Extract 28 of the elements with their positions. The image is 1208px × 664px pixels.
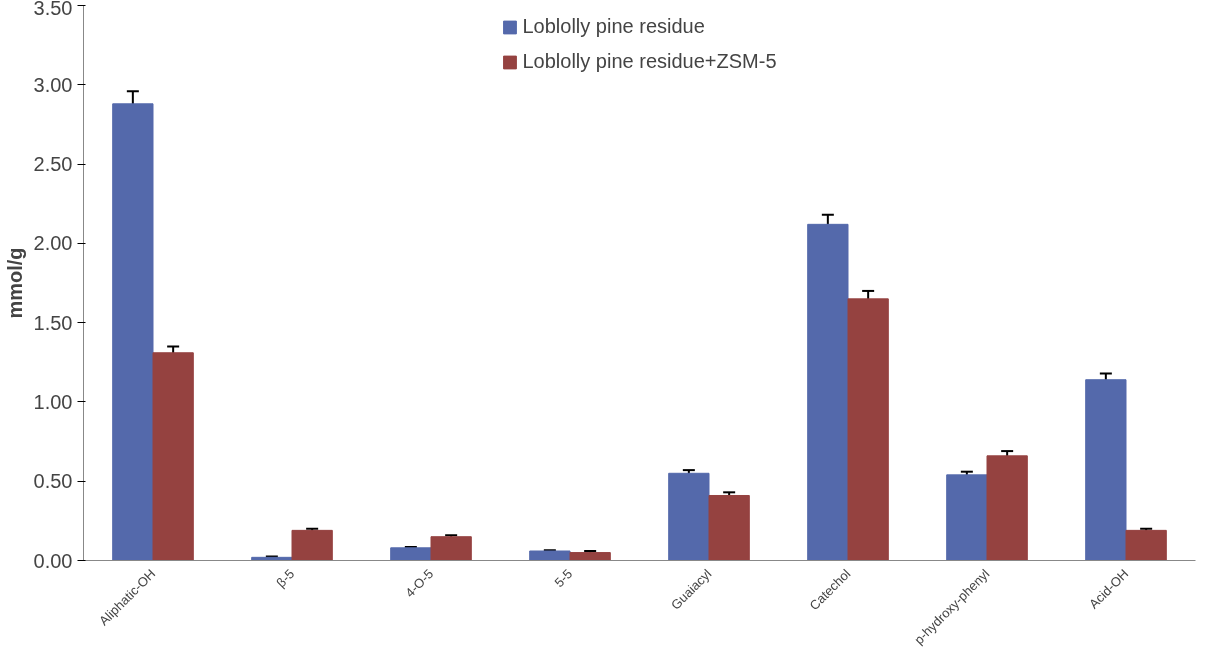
bar	[946, 474, 988, 561]
legend-label: Loblolly pine residue	[522, 15, 705, 38]
bar	[1085, 379, 1127, 561]
bar	[986, 455, 1028, 561]
bar	[847, 298, 889, 561]
y-axis-title: mmol/g	[3, 247, 26, 319]
x-tick-label: 5-5	[551, 566, 576, 591]
bar	[112, 103, 154, 561]
bar	[708, 494, 750, 561]
y-tick-label: 0.00	[33, 549, 73, 572]
bar	[1125, 529, 1167, 561]
bar	[390, 547, 432, 561]
legend-label: Loblolly pine residue+ZSM-5	[522, 50, 777, 73]
bar	[668, 472, 710, 561]
bar	[569, 552, 611, 561]
y-tick-label: 3.50	[33, 0, 73, 19]
y-tick-label: 3.00	[33, 73, 73, 96]
bar	[529, 550, 571, 561]
bar	[430, 536, 472, 561]
x-tick-label: β-5	[273, 566, 298, 591]
y-tick-label: 1.00	[33, 390, 73, 413]
y-tick-label: 1.50	[33, 311, 73, 334]
y-tick-label: 2.50	[33, 153, 73, 176]
bar	[807, 223, 849, 561]
bar	[291, 529, 333, 561]
bar	[152, 352, 194, 561]
y-tick-label: 0.50	[33, 470, 73, 493]
y-tick-label: 2.00	[33, 232, 73, 255]
